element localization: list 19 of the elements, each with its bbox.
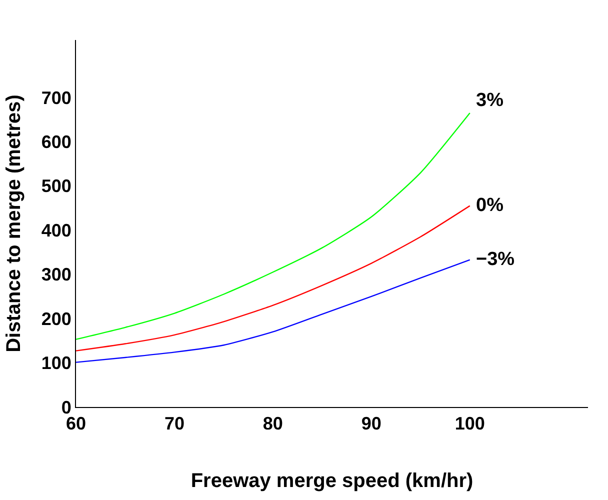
y-tick-label: 200 [41,308,72,329]
series-label: 3% [476,90,504,111]
y-tick-label: 100 [41,353,72,374]
y-tick-label: 500 [41,176,72,196]
y-tick-label: 300 [41,264,72,285]
x-tick-label: 80 [262,414,283,434]
y-tick-label: 400 [41,220,72,240]
series-label: 0% [476,195,504,216]
y-tick-label: 700 [41,88,72,108]
series-label: −3% [476,249,515,270]
line-series [76,259,470,363]
x-tick-label: 100 [454,414,485,434]
y-axis-title: Distance to merge (metres) [2,94,25,352]
x-tick-label: 90 [361,414,382,434]
line-series [76,205,470,352]
y-tick-label: 600 [41,132,72,152]
x-axis-title: Freeway merge speed (km/hr) [190,470,474,492]
line-series [76,112,470,340]
x-tick-label: 70 [164,414,184,434]
